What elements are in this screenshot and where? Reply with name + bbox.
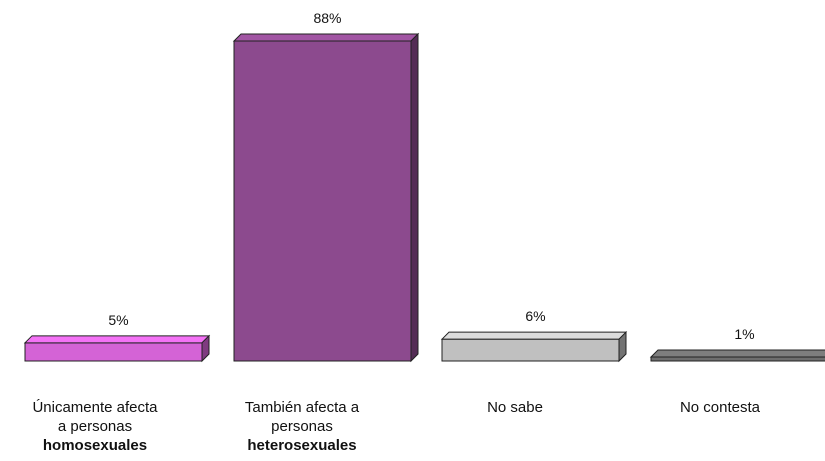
bar-2 [441, 338, 620, 362]
bar-2-side [618, 330, 627, 363]
data-label-3: 1% [734, 326, 754, 342]
category-label-0-line3: homosexuales [42, 437, 148, 454]
category-label-1-line2: personas [271, 418, 333, 435]
data-label-0: 5% [108, 312, 128, 328]
bar-1-top [232, 33, 420, 42]
bar-2-top [440, 331, 628, 340]
category-label-3-line1: No contesta [679, 399, 761, 416]
bar-3 [650, 356, 825, 362]
category-label-1-line3: heterosexuales [247, 437, 357, 454]
bar-0 [24, 342, 203, 362]
bar-0-top [23, 335, 211, 344]
bar-1-side [410, 32, 419, 363]
category-label-1-line1: También afecta a [244, 399, 360, 416]
category-label-1: También afecta a personas heterosexuales [207, 398, 397, 455]
data-label-1: 88% [313, 10, 341, 26]
category-label-0-line1: Únicamente afecta [32, 399, 158, 416]
bar-3-top [649, 349, 825, 358]
category-label-3: No contesta [625, 398, 815, 417]
category-label-2: No sabe [420, 398, 610, 417]
bar-0-side [201, 334, 210, 363]
bar-1 [233, 40, 412, 362]
category-label-2-line1: No sabe [487, 399, 543, 416]
category-label-0-line2: a personas [57, 418, 133, 435]
data-label-2: 6% [525, 308, 545, 324]
category-label-0: Únicamente afecta a personas homosexuale… [0, 398, 190, 455]
